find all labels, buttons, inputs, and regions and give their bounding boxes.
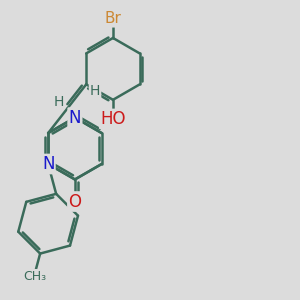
Text: H: H <box>90 84 100 98</box>
Text: N: N <box>69 109 81 127</box>
Text: HO: HO <box>100 110 126 128</box>
Text: O: O <box>68 193 81 211</box>
Text: CH₃: CH₃ <box>24 270 47 283</box>
Text: H: H <box>53 95 64 109</box>
Text: N: N <box>42 155 54 173</box>
Text: Br: Br <box>104 11 122 26</box>
